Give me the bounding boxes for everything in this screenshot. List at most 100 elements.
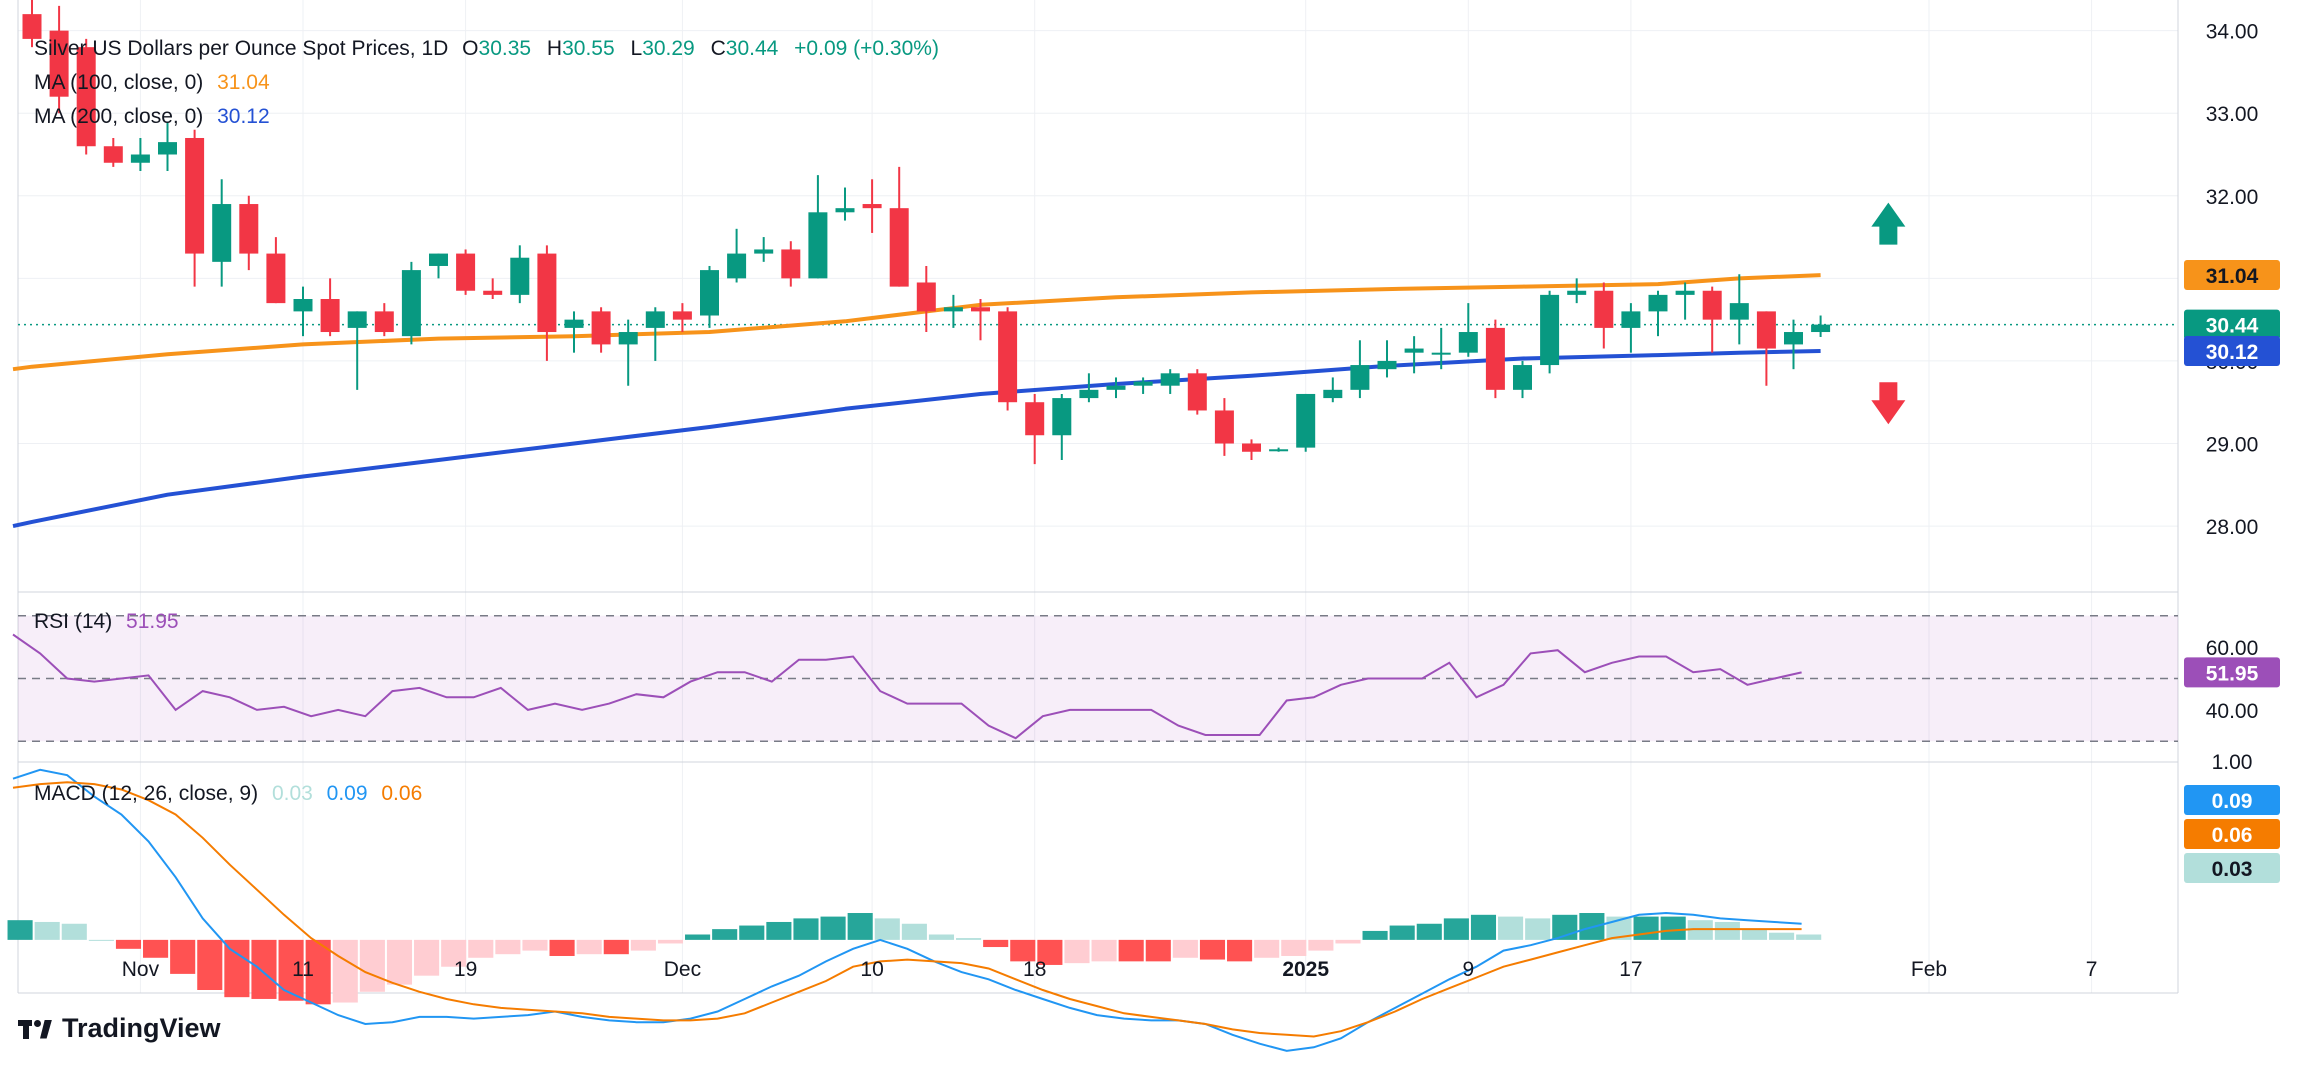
macd-histogram-bar xyxy=(1443,918,1469,940)
candle-body xyxy=(293,299,313,312)
candle-body xyxy=(1540,294,1560,366)
candle-body xyxy=(1079,389,1099,399)
macd-histogram-bar xyxy=(278,939,304,1001)
candle xyxy=(22,0,42,48)
macd-histogram-bar xyxy=(1064,939,1090,964)
macd-histogram-bar xyxy=(712,929,738,940)
candle-body xyxy=(1431,352,1451,355)
candle xyxy=(862,179,882,233)
candle-body xyxy=(76,47,96,147)
candle xyxy=(537,245,557,361)
candle-body xyxy=(618,332,638,345)
candle xyxy=(943,294,963,328)
macd-histogram-bar xyxy=(115,939,142,949)
tradingview-brand[interactable]: TradingView xyxy=(18,1013,221,1044)
candle xyxy=(401,261,421,345)
legend-ma200-value: 30.12 xyxy=(217,105,270,128)
time-tick-label: 10 xyxy=(860,958,883,981)
legend-h-key: H xyxy=(546,37,563,60)
candle xyxy=(1431,327,1451,370)
price-tick-label: 29.00 xyxy=(2206,434,2259,457)
candle-body xyxy=(266,253,286,304)
legend-macd-line-value: 0.09 xyxy=(326,782,368,805)
candle xyxy=(1269,447,1289,452)
macd-histogram-bar xyxy=(793,918,819,940)
macd-histogram-bar xyxy=(1281,939,1307,956)
candle-body xyxy=(1296,393,1316,448)
macd-histogram-bar xyxy=(1172,939,1198,958)
candle xyxy=(76,38,96,155)
candle-body xyxy=(158,142,177,155)
legend-title: Silver US Dollars per Ounce Spot Prices,… xyxy=(34,37,449,60)
candle xyxy=(212,179,232,287)
candle-body xyxy=(537,253,557,333)
candle xyxy=(266,237,286,304)
macd-histogram-bar xyxy=(1362,930,1388,940)
macd-histogram-bar xyxy=(170,939,196,974)
candle-body xyxy=(1784,332,1803,345)
candle xyxy=(700,265,719,328)
candle-body xyxy=(916,282,936,312)
legend-ma200: MA (200, close, 0) 30.12 xyxy=(34,104,278,130)
macd-histogram-bar xyxy=(1416,923,1442,940)
candle xyxy=(1702,286,1722,353)
candle xyxy=(1404,336,1424,374)
candle-body xyxy=(835,208,855,213)
macd-histogram-bar xyxy=(956,938,982,940)
candle-body xyxy=(1648,294,1668,312)
candle xyxy=(1513,360,1532,399)
candle-body xyxy=(1160,373,1180,386)
candle xyxy=(1811,315,1831,337)
candle-body xyxy=(1594,290,1614,328)
candle xyxy=(1106,377,1126,399)
candle xyxy=(1594,282,1614,349)
candle xyxy=(347,311,367,390)
candle-body xyxy=(781,249,801,279)
candle xyxy=(1756,311,1776,386)
up-arrow-icon xyxy=(1871,202,1906,245)
time-tick-label: 9 xyxy=(1462,958,1474,981)
macd-histogram-bar xyxy=(1796,934,1822,940)
legend-macd-label: MACD (12, 26, close, 9) xyxy=(34,782,259,805)
candle xyxy=(1621,303,1641,353)
candle-body xyxy=(591,311,611,345)
candle xyxy=(1187,369,1207,415)
candle xyxy=(1784,319,1803,370)
candle-body xyxy=(889,208,909,287)
candle-body xyxy=(1811,324,1831,333)
macd-histogram-bar xyxy=(1714,921,1740,940)
candle-body xyxy=(1242,443,1261,452)
price-tick-label: 34.00 xyxy=(2206,21,2259,44)
macd-tick-label: 1.00 xyxy=(2212,751,2253,774)
candle-body xyxy=(1702,290,1722,320)
macd-histogram-bar xyxy=(928,934,955,940)
candle-body xyxy=(1350,365,1370,390)
macd-histogram-bar xyxy=(549,939,575,956)
price-badge-label: 31.04 xyxy=(2206,265,2259,288)
candle-body xyxy=(1675,290,1695,295)
macd-histogram-bar xyxy=(1308,939,1334,951)
time-tick-label: Nov xyxy=(122,958,160,981)
candle-body xyxy=(347,311,367,328)
macd-histogram-bar xyxy=(1660,916,1686,940)
candle xyxy=(591,307,611,353)
legend-main: Silver US Dollars per Ounce Spot Prices,… xyxy=(34,36,949,62)
rsi-badge-label: 51.95 xyxy=(2206,662,2259,685)
time-tick-label: Feb xyxy=(1911,958,1947,981)
macd-histogram-bar xyxy=(34,921,60,940)
candle-body xyxy=(130,154,150,163)
macd-histogram-bar xyxy=(874,918,900,940)
macd-histogram-bar xyxy=(685,934,711,940)
macd-histogram-bar xyxy=(1227,939,1253,962)
macd-histogram-bar xyxy=(1498,916,1524,940)
candle xyxy=(1540,290,1560,374)
macd-line xyxy=(12,768,1802,1052)
candle xyxy=(1079,373,1099,403)
legend-ma100-label: MA (100, close, 0) xyxy=(34,71,204,94)
candle xyxy=(130,137,150,172)
candle xyxy=(971,299,990,341)
macd-histogram-bar xyxy=(576,939,602,955)
macd-histogram-bar xyxy=(224,939,250,998)
macd-histogram-bar xyxy=(61,923,87,940)
